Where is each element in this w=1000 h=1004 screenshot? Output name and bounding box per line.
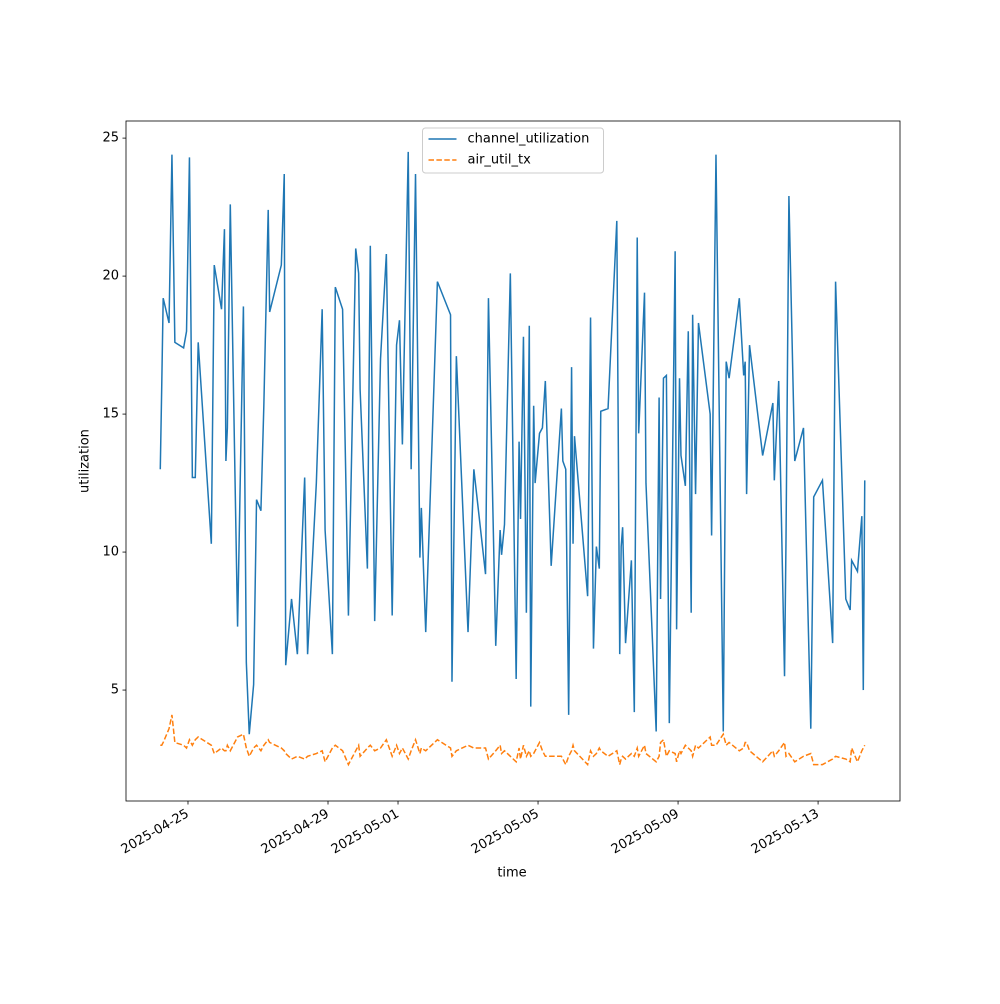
legend-label: air_util_tx xyxy=(468,153,532,168)
y-tick-label: 20 xyxy=(102,269,119,284)
series-line xyxy=(159,151,866,735)
legend-box xyxy=(422,127,604,174)
legend-label: channel_utilization xyxy=(468,132,590,147)
y-tick-label: 5 xyxy=(111,683,119,698)
x-tick-label: 2025-04-25 xyxy=(119,807,192,858)
x-axis-label: time xyxy=(497,866,526,881)
y-tick-label: 25 xyxy=(102,131,119,146)
y-axis-label: utilization xyxy=(78,429,93,493)
y-tick-label: 10 xyxy=(102,545,119,560)
x-tick-label: 2025-05-09 xyxy=(609,807,682,858)
x-tick-label: 2025-04-29 xyxy=(259,807,332,858)
y-tick-label: 15 xyxy=(102,407,119,422)
x-tick-label: 2025-05-01 xyxy=(329,807,402,858)
series-line xyxy=(160,714,866,767)
x-tick-label: 2025-05-05 xyxy=(469,807,542,858)
x-tick-label: 2025-05-13 xyxy=(749,807,822,858)
plot-frame xyxy=(125,120,901,802)
